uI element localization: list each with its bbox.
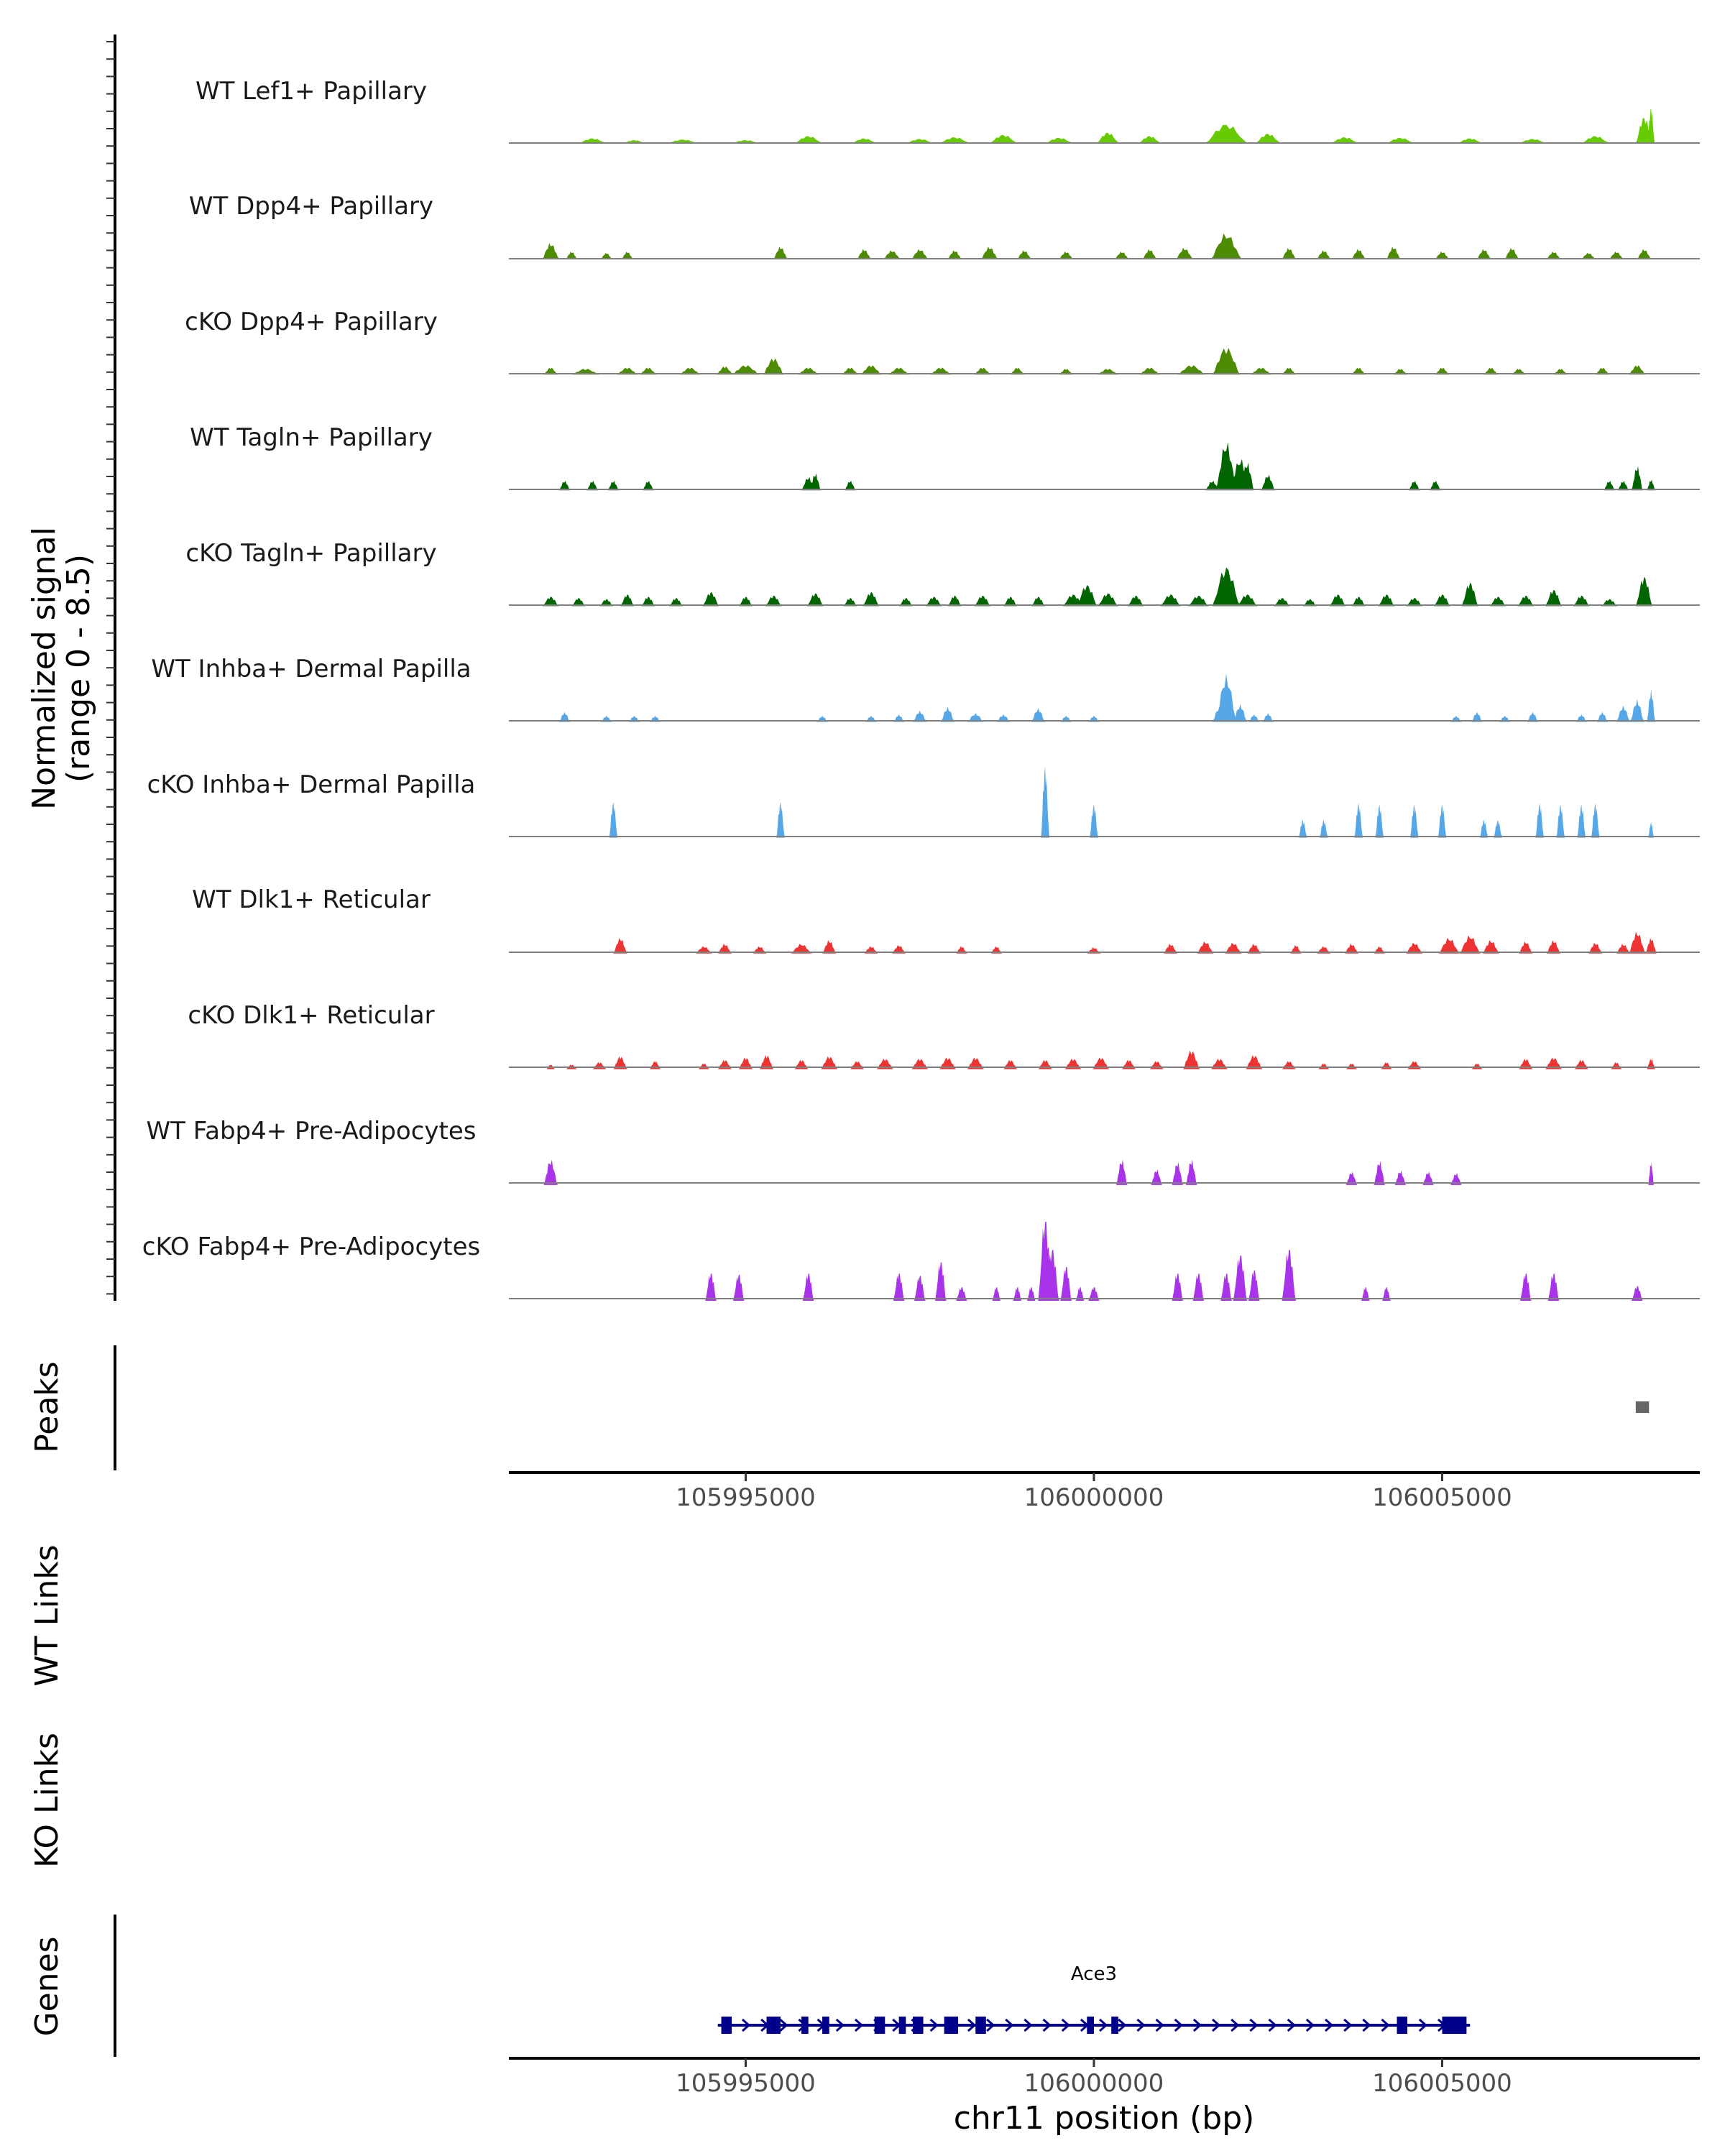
gene-name-label: Ace3 <box>1071 1963 1117 1985</box>
track-label: WT Lef1+ Papillary <box>196 77 427 106</box>
signal-y-axis-title: Normalized signal <box>26 527 63 810</box>
track-label: WT Dpp4+ Papillary <box>189 192 433 221</box>
exon <box>1087 2017 1094 2034</box>
track-5: WT Inhba+ Dermal Papilla <box>151 655 1700 722</box>
track-label: cKO Fabp4+ Pre-Adipocytes <box>142 1233 481 1261</box>
strand-arrow <box>1024 2018 1033 2032</box>
strand-arrow <box>1418 2018 1428 2032</box>
coverage-area <box>546 1050 1655 1069</box>
coverage-area <box>613 931 1657 954</box>
x-tick-label: 105995000 <box>676 2069 816 2098</box>
exon <box>766 2017 781 2034</box>
strand-arrow <box>1287 2018 1296 2032</box>
ko-links-track-label: KO Links <box>29 1733 65 1868</box>
lower-x-axis: 105995000 106000000 106005000 chr11 posi… <box>509 2057 1700 2137</box>
strand-arrow <box>1343 2018 1353 2032</box>
strand-arrow <box>1174 2018 1183 2032</box>
exon <box>822 2017 829 2034</box>
track-label: WT Dlk1+ Reticular <box>192 885 431 914</box>
strand-arrow <box>741 2018 751 2032</box>
exon <box>1397 2017 1408 2034</box>
x-tick-label: 106000000 <box>1024 2069 1164 2098</box>
coverage-area <box>543 348 1646 375</box>
strand-arrow <box>1305 2018 1315 2032</box>
gene-ace3: Ace3 <box>717 1963 1471 2034</box>
strand-arrow <box>1136 2018 1146 2032</box>
exon <box>975 2017 986 2034</box>
track-6: cKO Inhba+ Dermal Papilla <box>147 766 1700 838</box>
signal-y-axis-range: (range 0 - 8.5) <box>60 554 97 783</box>
signal-tracks: WT Lef1+ Papillary WT Dpp4+ Papillary cK… <box>142 77 1700 1301</box>
strand-arrow <box>1249 2018 1259 2032</box>
exon <box>801 2017 809 2034</box>
strand-arrow <box>1325 2018 1334 2032</box>
wt-links-track-label: WT Links <box>29 1544 65 1686</box>
strand-arrow <box>1042 2018 1052 2032</box>
strand-arrow <box>1061 2018 1070 2032</box>
signal-y-axis-ticks <box>106 41 115 1295</box>
track-2: cKO Dpp4+ Papillary <box>185 308 1700 375</box>
track-label: cKO Tagln+ Papillary <box>185 539 436 568</box>
strand-arrow <box>967 2018 977 2032</box>
peaks-track-label: Peaks <box>29 1361 65 1452</box>
strand-arrow <box>1230 2018 1240 2032</box>
exon <box>721 2017 732 2034</box>
peak-regions <box>1635 1401 1650 1413</box>
x-axis-title: chr11 position (bp) <box>954 2100 1255 2137</box>
strand-arrow <box>1005 2018 1014 2032</box>
strand-arrow <box>854 2018 864 2032</box>
strand-arrow <box>1362 2018 1371 2032</box>
track-1: WT Dpp4+ Papillary <box>189 192 1700 259</box>
track-label: WT Inhba+ Dermal Papilla <box>151 655 471 683</box>
x-tick-label: 106005000 <box>1372 1483 1512 1512</box>
exon <box>874 2017 886 2034</box>
strand-arrow <box>835 2018 845 2032</box>
strand-arrow <box>1268 2018 1277 2032</box>
strand-arrow <box>1099 2018 1108 2032</box>
exon <box>1111 2017 1118 2034</box>
strand-arrow <box>1192 2018 1202 2032</box>
x-tick-label: 106005000 <box>1372 2069 1512 2098</box>
strand-arrow <box>1381 2018 1390 2032</box>
exon <box>944 2017 959 2034</box>
track-label: cKO Dpp4+ Papillary <box>185 308 438 336</box>
track-label: cKO Dlk1+ Reticular <box>188 1001 434 1030</box>
track-4: cKO Tagln+ Papillary <box>185 539 1700 607</box>
peak-region <box>1635 1401 1650 1413</box>
coverage-area <box>543 1159 1655 1185</box>
x-tick-label: 106000000 <box>1024 1483 1164 1512</box>
track-label: WT Tagln+ Papillary <box>190 423 433 452</box>
exon <box>913 2017 924 2034</box>
track-10: cKO Fabp4+ Pre-Adipocytes <box>142 1221 1700 1301</box>
track-label: cKO Inhba+ Dermal Papilla <box>147 770 476 799</box>
strand-arrow <box>929 2018 939 2032</box>
track-label: WT Fabp4+ Pre-Adipocytes <box>147 1117 477 1146</box>
strand-arrow <box>1155 2018 1164 2032</box>
x-tick-label: 105995000 <box>676 1483 816 1512</box>
strand-arrow <box>1118 2018 1127 2032</box>
exon <box>898 2017 906 2034</box>
strand-arrow <box>779 2018 788 2032</box>
upper-x-axis: 105995000 106000000 106005000 <box>509 1471 1700 1512</box>
genes-track-label: Genes <box>29 1936 65 2036</box>
strand-arrow <box>986 2018 995 2032</box>
coverage-area <box>705 1221 1643 1301</box>
track-0: WT Lef1+ Papillary <box>196 77 1700 144</box>
track-7: WT Dlk1+ Reticular <box>192 885 1700 954</box>
track-9: WT Fabp4+ Pre-Adipocytes <box>147 1117 1700 1185</box>
strand-arrow <box>1212 2018 1221 2032</box>
exon <box>1442 2017 1467 2034</box>
track-8: cKO Dlk1+ Reticular <box>188 1001 1700 1069</box>
track-3: WT Tagln+ Papillary <box>190 423 1700 491</box>
